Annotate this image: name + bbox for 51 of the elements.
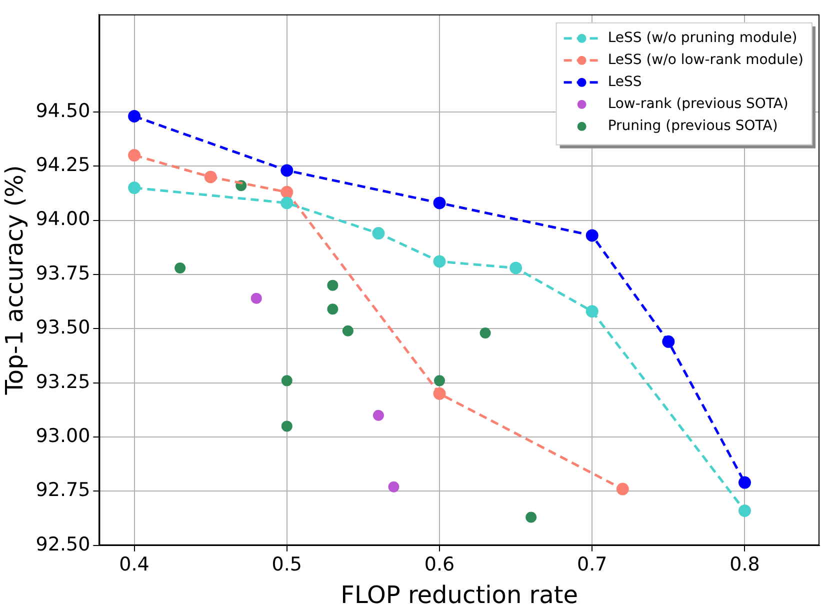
y-tick-label: 93.50 [36, 316, 90, 339]
point [280, 196, 294, 210]
point [372, 227, 385, 240]
point [433, 387, 446, 400]
point [281, 375, 292, 386]
x-tick-label: 0.5 [272, 554, 302, 576]
point [342, 325, 354, 336]
point [434, 375, 446, 386]
point [250, 292, 262, 304]
y-tick-label: 94.00 [36, 208, 90, 230]
y-axis-title: Top-1 accuracy (%) [0, 165, 29, 396]
point [204, 170, 217, 184]
point [327, 304, 338, 315]
point [662, 335, 675, 348]
legend-label: LeSS [608, 74, 642, 90]
x-tick-label: 0.6 [424, 554, 455, 576]
point [280, 186, 294, 198]
y-tick-label: 93.00 [36, 424, 90, 447]
y-tick-label: 93.25 [36, 370, 90, 393]
x-tick-label: 0.7 [577, 554, 608, 576]
point [738, 504, 751, 517]
y-tick-label: 92.50 [36, 533, 90, 556]
point [526, 512, 537, 523]
legend-label: LeSS (w/o low-rank module) [608, 52, 804, 68]
point [281, 420, 292, 432]
point [510, 262, 522, 274]
point [372, 410, 384, 421]
x-axis-title: FLOP reduction rate [340, 580, 578, 609]
y-tick-label: 93.75 [36, 262, 90, 284]
y-tick-label: 94.25 [36, 154, 90, 176]
legend-label: Pruning (previous SOTA) [608, 118, 778, 134]
point [128, 182, 141, 194]
x-tick-label: 0.8 [730, 554, 760, 576]
point [586, 305, 598, 318]
point [616, 482, 629, 496]
point [327, 280, 338, 291]
legend-label: Low-rank (previous SOTA) [608, 96, 788, 112]
y-tick-label: 92.75 [36, 479, 90, 502]
y-tick-label: 94.50 [36, 100, 90, 122]
point [388, 481, 400, 492]
point [280, 164, 294, 177]
point [480, 328, 491, 338]
point [433, 196, 446, 210]
x-tick-label: 0.4 [119, 554, 150, 576]
point [174, 262, 186, 274]
point [738, 476, 751, 489]
point [433, 255, 446, 268]
legend-label: LeSS (w/o pruning module) [608, 30, 798, 46]
point [128, 110, 141, 123]
point [128, 149, 141, 162]
point [586, 229, 598, 242]
